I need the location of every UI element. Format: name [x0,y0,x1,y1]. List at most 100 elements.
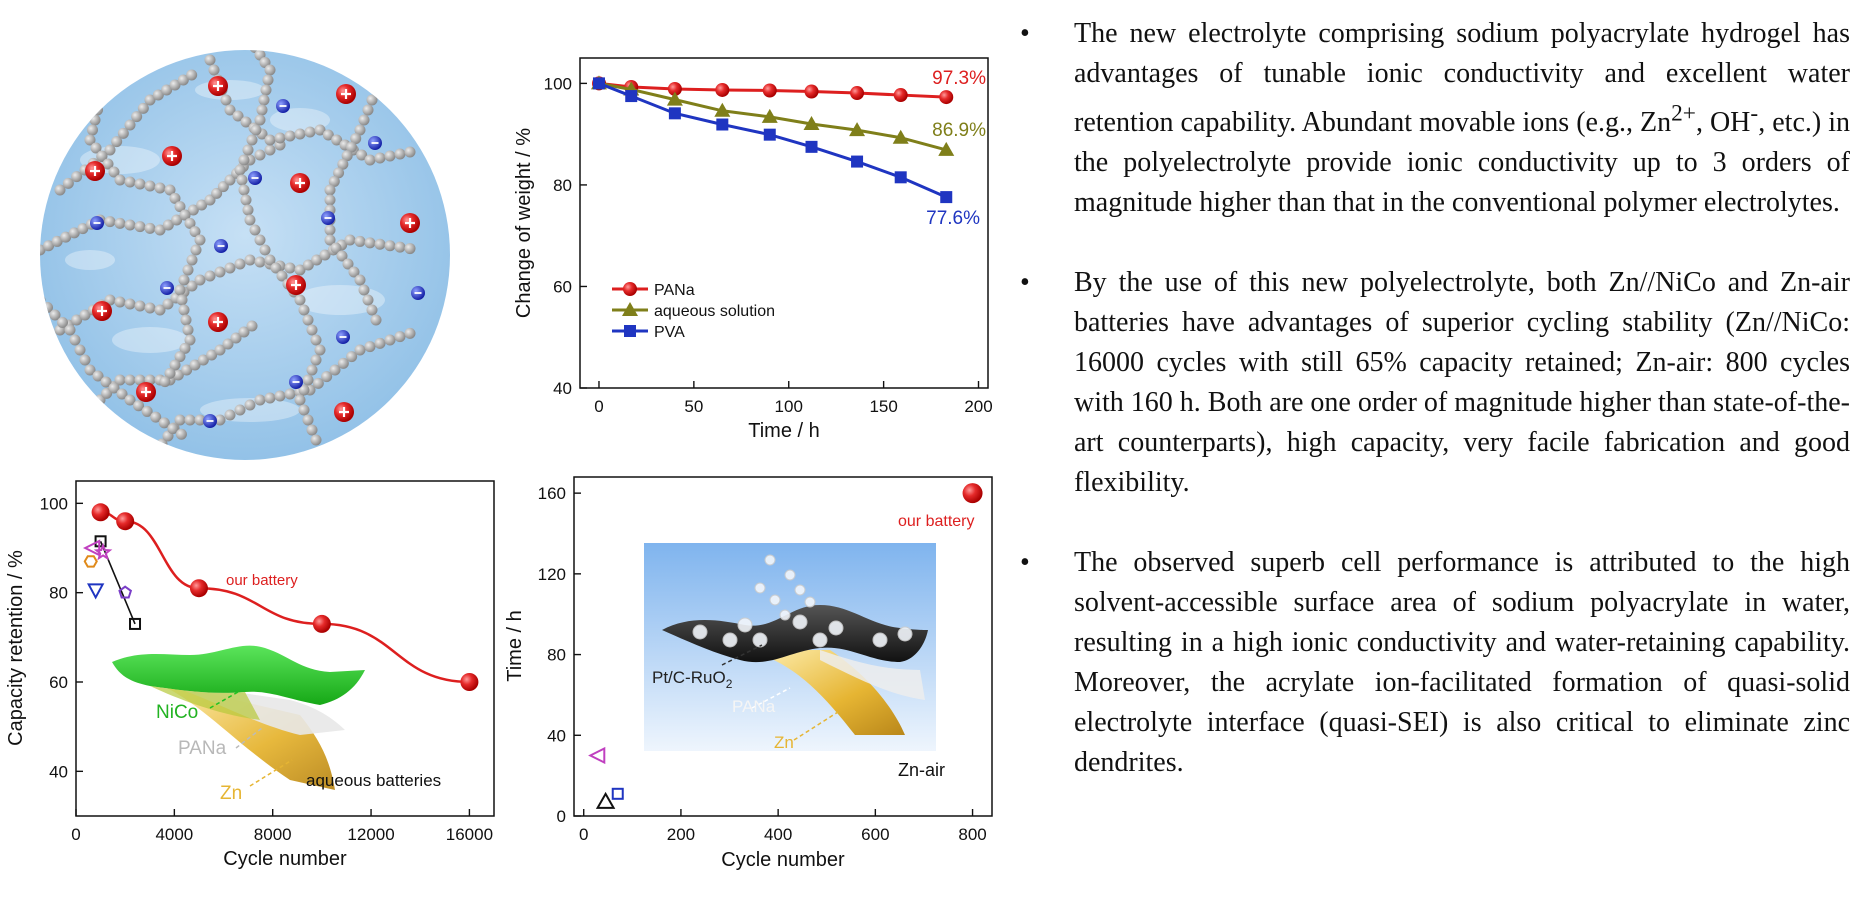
monomer-bead [404,243,416,255]
monomer-bead [114,296,126,308]
monomer-bead [333,167,345,179]
legend-label-pana: PANa [654,282,695,299]
zn-pointer [793,711,839,741]
monomer-bead [249,224,261,236]
monomer-bead [224,409,236,421]
data-point [91,503,110,522]
bullet-text: The observed superb cell performance is … [1074,547,1850,779]
monomer-bead [276,270,288,282]
data-point [851,155,864,168]
monomer-bead [370,84,382,96]
y-axis-label: Time / h [504,610,526,682]
monomer-bead [116,388,128,400]
bubble [897,626,913,642]
monomer-bead [311,254,323,266]
monomer-bead [302,314,314,326]
monomer-bead [354,274,366,286]
zn-air-inset: Pt/C-RuO2 PANa Zn [644,543,936,752]
data-point [94,535,107,548]
legend-marker-aqueous [622,302,638,316]
text-part: The new electrolyte comprising sodium po… [1074,18,1850,139]
data-point [939,90,954,105]
monomer-bead [350,133,362,145]
monomer-bead [238,154,250,166]
monomer-bead [384,240,396,252]
monomer-bead [214,344,226,356]
zn-label: Zn [774,733,794,752]
monomer-bead [169,79,181,91]
monomer-bead [328,175,340,187]
pana-pointer [751,687,791,709]
monomer-bead [364,154,376,166]
monomer-bead [124,176,136,188]
nico-pointer [209,691,239,709]
monomer-bead [259,244,271,256]
monomer-bead [270,262,282,274]
monomer-bead [324,224,336,236]
monomer-bead [254,234,266,246]
nico-inset: NiCo PANa Zn aqueous batteries [112,645,441,804]
text-part: , OH [1695,107,1751,139]
monomer-bead [182,264,194,276]
bullet-mechanism: • The observed superb cell performance i… [1020,543,1850,783]
monomer-bead [222,338,234,350]
pana-pointer [235,727,263,749]
monomer-bead [262,74,274,86]
monomer-bead [321,371,333,383]
monomer-bead [284,262,296,274]
legend-marker-pva [624,325,636,337]
bubble [872,632,888,648]
plus-sign [213,81,223,91]
monomer-bead [254,256,266,268]
monomer-bead [250,124,262,136]
monomer-bead [169,359,181,371]
monomer-bead [294,294,306,306]
data-point [803,116,820,130]
monomer-bead [346,351,358,363]
monomer-bead [324,184,336,196]
bubble [754,582,766,594]
monomer-bead [92,104,103,116]
monomer-bead [284,130,296,142]
monomer-bead [314,124,326,136]
inset-caption: aqueous batteries [306,771,441,790]
monomer-bead [186,280,198,292]
monomer-bead [174,201,186,213]
data-point [82,539,101,557]
monomer-bead [294,394,306,406]
pana-label: PANa [178,738,227,759]
monomer-bead [84,134,96,146]
monomer-bead [150,446,162,458]
monomer-bead [329,364,341,376]
monomer-bead [217,181,229,193]
bubble [764,554,776,566]
monomer-bead [356,149,368,161]
monomer-bead [234,164,246,176]
monomer-bead [184,334,196,346]
monomer-bead [322,129,334,141]
monomer-bead [362,294,374,306]
x-tick-label: 50 [684,397,703,416]
monomer-bead [354,344,366,356]
monomer-bead [71,314,83,326]
monomer-bead [264,144,276,156]
monomer-bead [302,259,314,271]
zn-electrode [745,650,905,735]
superscript: - [1750,101,1759,127]
monomer-bead [164,367,176,379]
monomer-bead [298,404,310,416]
monomer-bead [108,166,120,178]
monomer-bead [40,294,46,306]
data-point [611,787,624,800]
data-point [850,86,865,101]
monomer-bead [238,326,250,338]
data-point [129,617,142,630]
x-tick-label: 16000 [446,825,493,844]
zn-air-label: Zn-air [898,760,945,780]
catalyst-electrode [662,605,928,663]
plus-sign [167,151,177,161]
monomer-bead [364,237,376,249]
y-tick-label: 100 [544,74,572,93]
monomer-bead [204,194,216,206]
monomer-bead [274,390,286,402]
